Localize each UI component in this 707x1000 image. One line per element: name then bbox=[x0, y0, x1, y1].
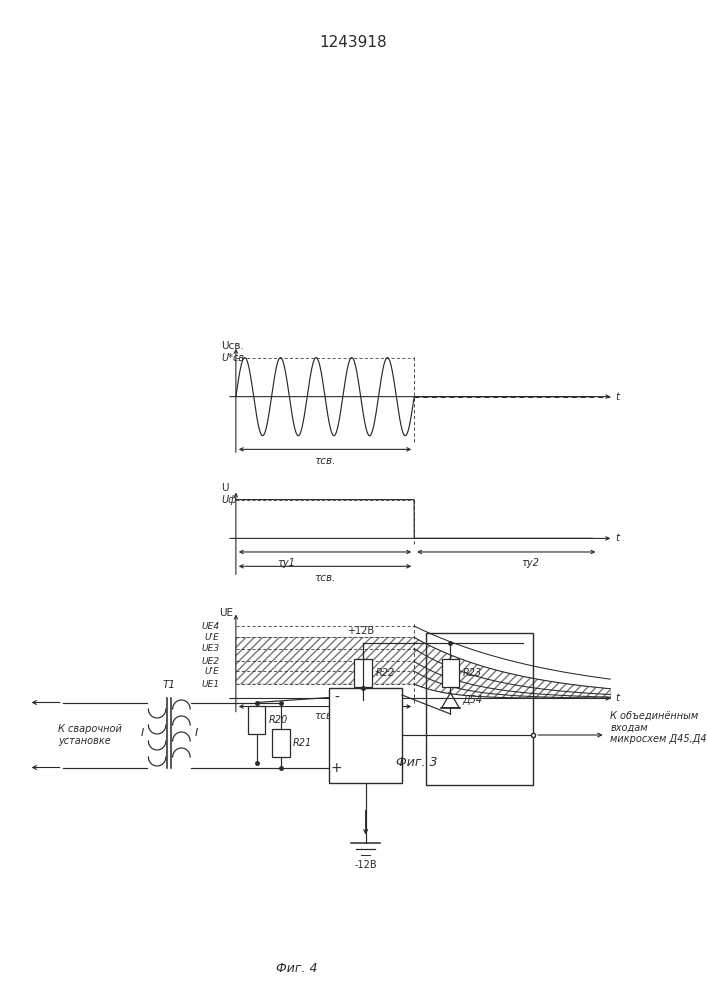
Text: Фиг. 3: Фиг. 3 bbox=[397, 756, 438, 769]
Text: Т1: Т1 bbox=[163, 680, 176, 690]
Text: τу2: τу2 bbox=[521, 558, 539, 568]
Text: τу1: τу1 bbox=[277, 558, 295, 568]
Text: t: t bbox=[615, 392, 619, 402]
Text: t: t bbox=[615, 533, 619, 543]
Text: R21: R21 bbox=[293, 737, 312, 747]
Text: τсв.: τсв. bbox=[315, 711, 336, 721]
Text: Д54: Д54 bbox=[462, 695, 483, 705]
Text: +: + bbox=[331, 760, 342, 774]
Text: I: I bbox=[141, 727, 144, 737]
Text: U: U bbox=[221, 483, 228, 493]
Text: UЕ: UЕ bbox=[219, 608, 233, 618]
Bar bbox=[272, 728, 289, 756]
Bar bbox=[329, 687, 402, 782]
Text: 1243918: 1243918 bbox=[320, 35, 387, 50]
Text: U'Е: U'Е bbox=[204, 667, 219, 676]
Text: U*св: U*св bbox=[221, 353, 244, 363]
Text: τсв.: τсв. bbox=[315, 573, 336, 583]
Text: UЕ4: UЕ4 bbox=[201, 622, 219, 631]
Text: -: - bbox=[334, 690, 339, 704]
Text: UЕ2: UЕ2 bbox=[201, 657, 219, 666]
Text: R20: R20 bbox=[269, 715, 288, 725]
Bar bbox=[426, 632, 533, 785]
Text: Uф: Uф bbox=[221, 495, 237, 505]
Bar bbox=[248, 706, 265, 734]
Text: UЕ1: UЕ1 bbox=[201, 680, 219, 689]
Text: К объединённым
входам
микросхем Д45,Д46: К объединённым входам микросхем Д45,Д46 bbox=[610, 711, 707, 744]
Text: U'Е: U'Е bbox=[204, 633, 219, 642]
Text: R23: R23 bbox=[462, 668, 482, 678]
Text: +12В: +12В bbox=[347, 626, 374, 636]
Text: К сварочной
установке: К сварочной установке bbox=[58, 724, 122, 746]
Bar bbox=[354, 658, 372, 686]
Bar bbox=[442, 658, 459, 686]
Text: I: I bbox=[194, 727, 197, 737]
Text: Uсв.: Uсв. bbox=[221, 341, 244, 351]
Text: τсв.: τсв. bbox=[315, 456, 336, 466]
Text: R22: R22 bbox=[375, 668, 395, 678]
Text: t: t bbox=[615, 693, 619, 703]
Text: -12В: -12В bbox=[354, 860, 377, 870]
Text: UЕ3: UЕ3 bbox=[201, 644, 219, 653]
Text: Фиг. 4: Фиг. 4 bbox=[276, 962, 317, 975]
